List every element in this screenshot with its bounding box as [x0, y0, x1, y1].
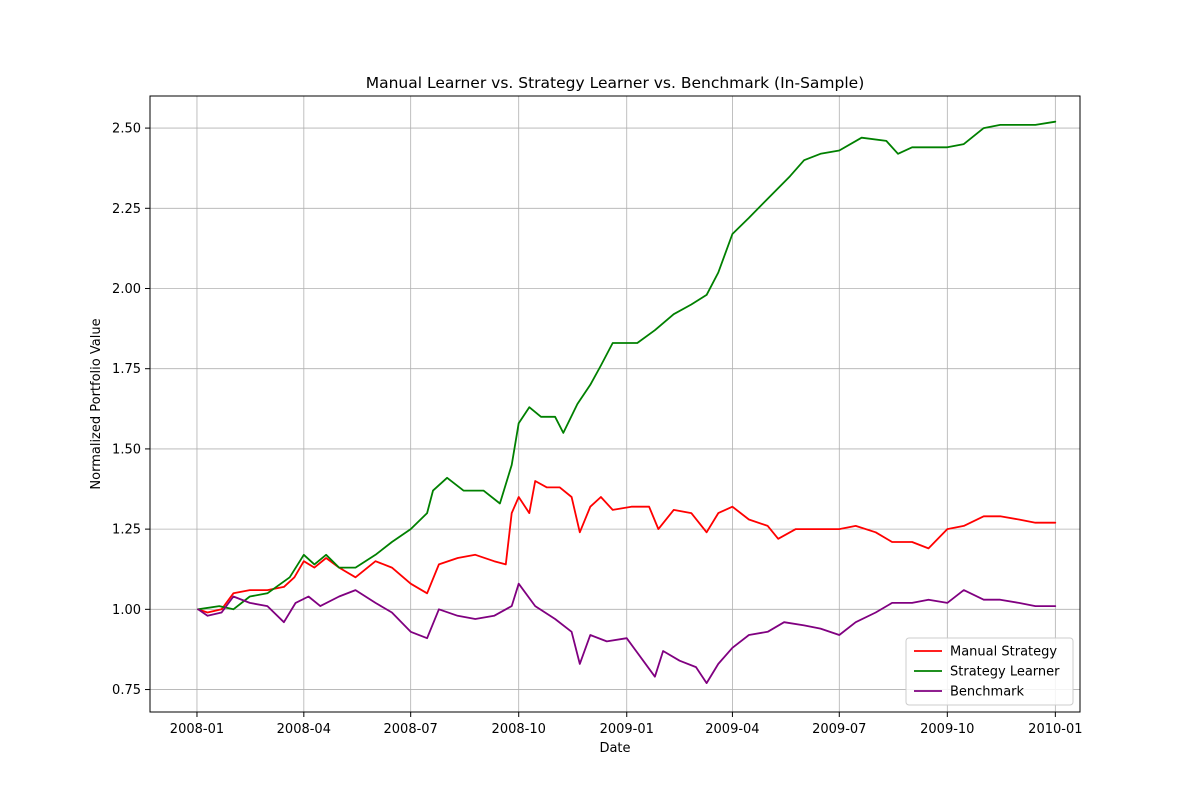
y-tick-label: 2.00: [112, 282, 141, 297]
x-tick-label: 2008-10: [492, 722, 546, 737]
plot-frame: [149, 95, 1081, 713]
series-lines: [197, 120, 1057, 684]
x-tick-label: 2009-10: [920, 722, 974, 737]
y-tick-label: 1.75: [112, 362, 141, 377]
y-tick-label: 1.50: [112, 442, 141, 457]
legend: Manual Strategy Strategy Learner Benchmark: [905, 637, 1074, 706]
x-tick-label: 2008-07: [384, 722, 438, 737]
y-axis-label: Normalized Portfolio Value: [89, 318, 104, 489]
legend-box: [905, 637, 1074, 706]
x-tick-label: 2008-04: [277, 722, 331, 737]
x-tick-label: 2010-01: [1028, 722, 1082, 737]
x-tick-label: 2009-04: [705, 722, 759, 737]
y-tick-label: 1.00: [112, 603, 141, 618]
legend-label: Manual Strategy: [950, 645, 1057, 660]
x-tick-label: 2009-01: [600, 722, 654, 737]
y-tick-label: 0.75: [112, 683, 141, 698]
x-tick-label: 2008-01: [170, 722, 224, 737]
x-tick-label: 2009-07: [812, 722, 866, 737]
series-line-benchmark: [197, 582, 1057, 684]
x-axis: 2008-01 2008-04 2008-07 2008-10 2009-01 2009-…: [170, 712, 1083, 737]
y-axis: 0.75 1.00 1.25 1.50 1.75 2.00 2.25 2.50: [112, 122, 150, 698]
y-tick-label: 2.25: [112, 202, 141, 217]
series-line-strategy-learner: [197, 120, 1057, 611]
y-tick-label: 1.25: [112, 523, 141, 538]
chart-title: Manual Learner vs. Strategy Learner vs. …: [366, 74, 865, 92]
legend-label: Strategy Learner: [950, 665, 1060, 680]
y-tick-label: 2.50: [112, 122, 141, 137]
x-axis-label: Date: [599, 741, 630, 756]
series-line-manual-strategy: [197, 480, 1057, 614]
legend-label: Benchmark: [950, 685, 1025, 700]
